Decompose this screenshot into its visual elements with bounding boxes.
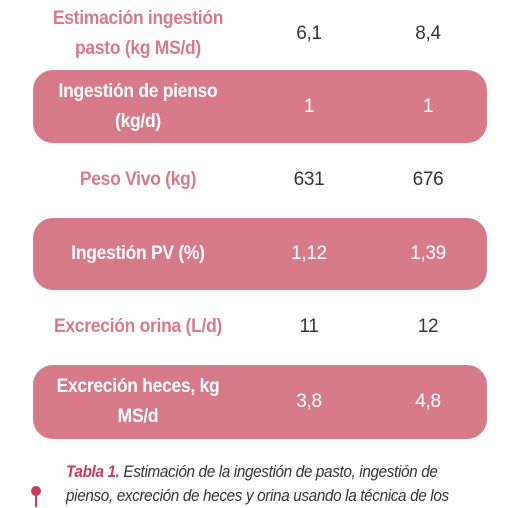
value-column-1: 631 [293,169,325,190]
value-column-1: 3,8 [296,391,322,412]
value-column-2: 8,4 [415,23,441,44]
value-column-1: 1 [303,95,315,117]
row-label: Ingestión PV (%) [71,243,205,264]
table-row: Ingestión de pienso (kg/d) 1 1 [33,70,487,143]
value-column-1: 6,1 [296,23,322,44]
row-label: Ingestión de pienso (kg/d) [58,80,218,132]
row-label: Excreción orina (L/d) [53,316,223,337]
value-column-1: 11 [299,316,319,337]
table-row: Ingestión PV (%) 1,12 1,39 [33,218,487,290]
caption-text: Estimación de la ingestión de pasto, ing… [66,462,449,505]
table-caption: Tabla 1. Estimación de la ingestión de p… [66,460,453,508]
table-row: Excreción heces, kg MS/d 3,8 4,8 [33,365,487,439]
table-row: Estimación ingestión pasto (kg MS/d) 6,1… [33,2,487,66]
caption-lead: Tabla 1. [66,462,120,481]
row-label: Estimación ingestión pasto (kg MS/d) [52,8,224,59]
row-label: Excreción heces, kg MS/d [56,376,220,427]
value-column-2: 4,8 [415,391,441,412]
table-row: Peso Vivo (kg) 631 676 [33,150,487,210]
value-column-2: 1,39 [410,243,446,264]
value-column-2: 1 [422,95,434,117]
map-pin-icon [31,486,41,507]
value-column-2: 12 [417,316,439,337]
value-column-1: 1,12 [291,243,327,264]
table-row: Excreción orina (L/d) 11 12 [33,297,487,357]
value-column-2: 676 [412,169,444,190]
row-label: Peso Vivo (kg) [79,169,197,190]
